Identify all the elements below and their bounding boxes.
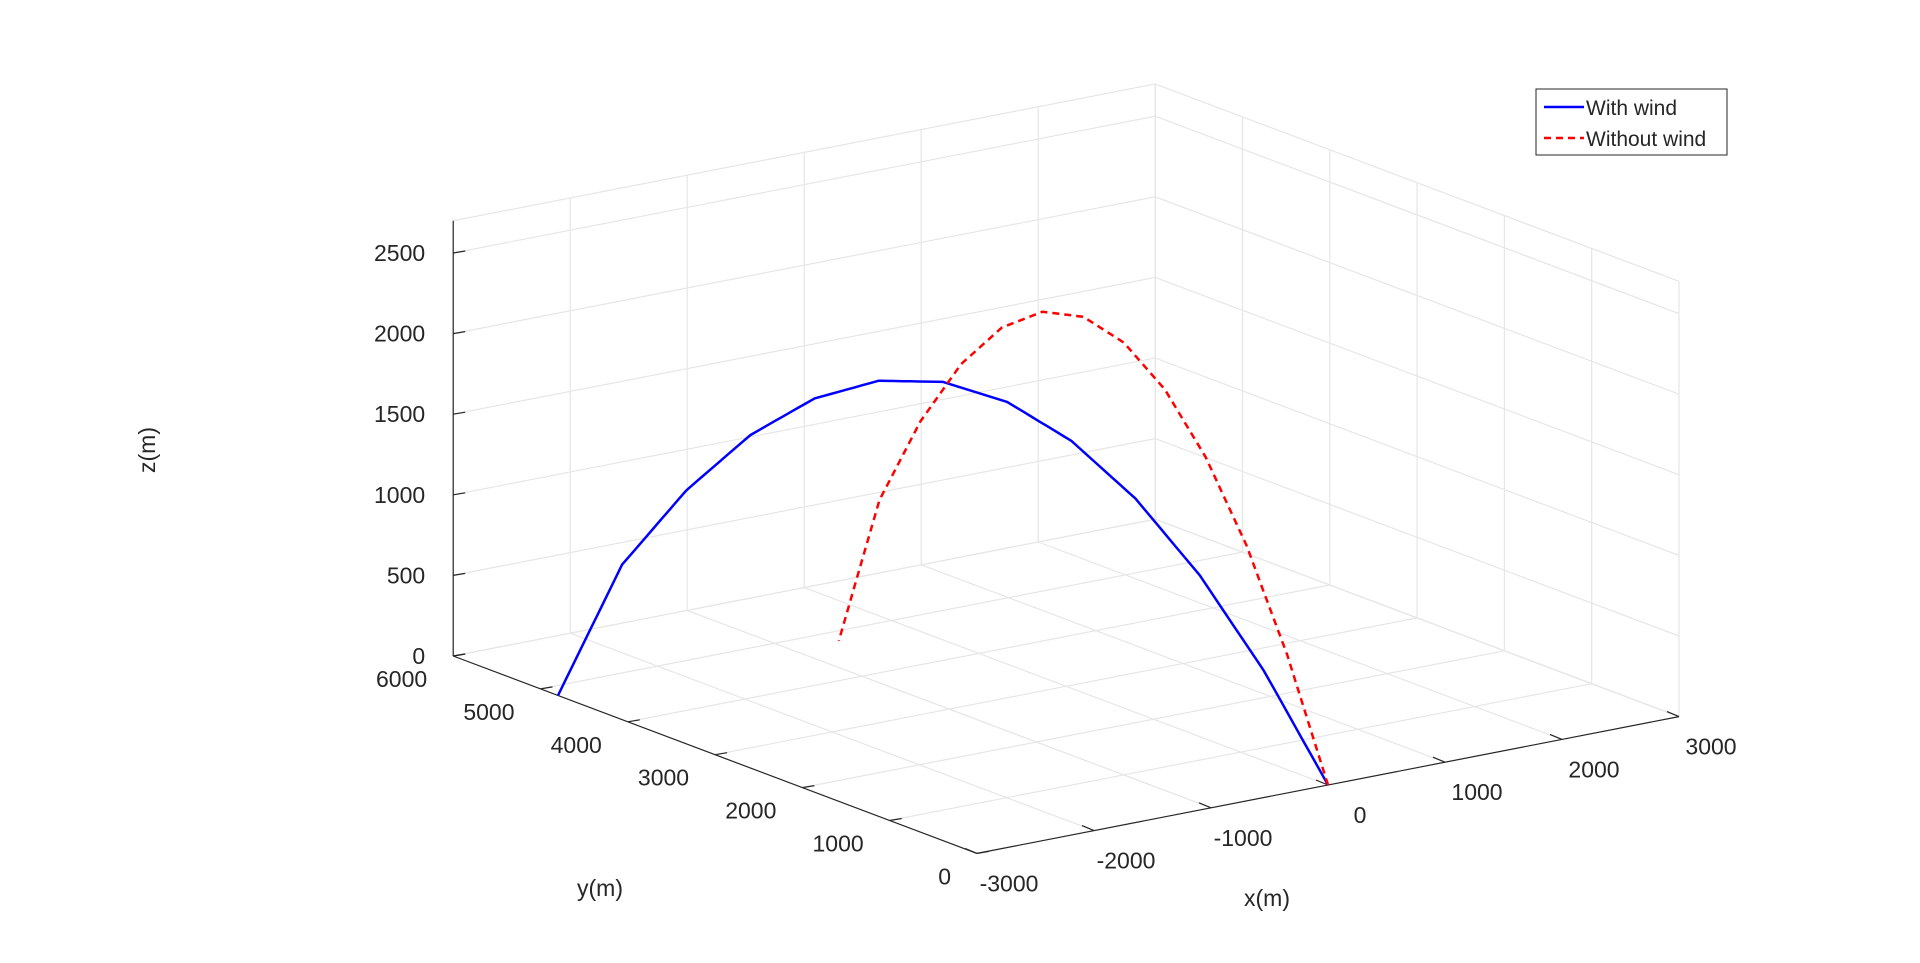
y-tick-mark-0 <box>976 850 990 854</box>
x-tick-label-1: -2000 <box>1097 848 1156 874</box>
z-tick-mark-1 <box>453 572 466 576</box>
x-tick-mark-1 <box>1081 825 1095 832</box>
z-tick-mark-5 <box>453 250 466 254</box>
side-wall-gridline-z-2 <box>1154 357 1680 556</box>
back-wall-gridline-z-0 <box>453 518 1156 657</box>
z-axis-label: z(m) <box>134 427 160 473</box>
x-tick-mark-3 <box>1315 779 1329 786</box>
y-tick-label-6: 6000 <box>376 666 427 692</box>
z-tick-mark-0 <box>453 653 466 657</box>
floor-gridline-y-3 <box>714 617 1418 756</box>
side-wall-gridline-z-4 <box>1154 196 1680 395</box>
back-wall-top-edge <box>453 83 1156 222</box>
side-wall-gridline-z-3 <box>1154 276 1680 476</box>
z-tick-label-5: 2500 <box>374 240 425 266</box>
y-tick-label-0: 0 <box>938 863 951 889</box>
back-wall-gridline-z-1 <box>453 438 1156 576</box>
floor-gridline-y-1 <box>889 683 1592 822</box>
x-tick-mark-5 <box>1549 733 1563 740</box>
grid-layer <box>452 83 1680 854</box>
z-tick-label-0: 0 <box>412 643 425 669</box>
z-tick-mark-2 <box>453 492 466 496</box>
side-wall-gridline-z-5 <box>1154 115 1680 315</box>
z-tick-label-3: 1500 <box>374 401 425 427</box>
legend-label-without-wind: Without wind <box>1586 128 1706 151</box>
y-tick-mark-5 <box>540 686 553 690</box>
x-axis-label: x(m) <box>1244 885 1290 911</box>
y-tick-label-2: 2000 <box>725 798 776 824</box>
tick-labels-layer: -3000 -2000 -1000 0 1000 2000 3000 0 1000 2000 300… <box>374 240 1737 896</box>
side-wall-gridline-z-0 <box>1154 518 1680 718</box>
floor-gridline-y-2 <box>802 650 1505 789</box>
series-layer <box>556 310 1330 786</box>
y-tick-label-5: 5000 <box>463 699 514 725</box>
legend: With wind Without wind <box>1535 88 1728 156</box>
legend-box <box>1535 88 1728 156</box>
x-tick-mark-0 <box>964 847 978 854</box>
y-axis-label: y(m) <box>577 875 623 901</box>
series-line-without-wind <box>837 310 1330 786</box>
z-tick-mark-4 <box>453 331 466 335</box>
x-tick-mark-6 <box>1666 711 1680 718</box>
back-wall-gridline-z-5 <box>453 115 1156 254</box>
x-tick-mark-4 <box>1432 756 1446 763</box>
z-tick-mark-3 <box>453 411 466 415</box>
x-tick-label-5: 2000 <box>1568 756 1619 782</box>
y-tick-mark-2 <box>802 785 815 789</box>
y-tick-label-1: 1000 <box>813 831 864 857</box>
x-tick-label-6: 3000 <box>1685 734 1736 760</box>
x-tick-label-0: -3000 <box>980 870 1039 896</box>
x-tick-label-2: -1000 <box>1214 825 1273 851</box>
y-tick-mark-4 <box>627 719 640 723</box>
y-tick-label-3: 3000 <box>638 765 689 791</box>
z-tick-label-4: 2000 <box>374 321 425 347</box>
back-wall-gridline-z-4 <box>453 196 1156 335</box>
floor-gridline-y-4 <box>627 584 1330 723</box>
x-tick-label-4: 1000 <box>1451 779 1502 805</box>
side-wall-gridline-z-1 <box>1154 438 1680 637</box>
back-wall-gridline-z-2 <box>453 357 1156 496</box>
floor-gridline-y-5 <box>540 551 1243 690</box>
side-wall-top-edge <box>1154 83 1680 282</box>
y-tick-mark-1 <box>889 817 902 822</box>
y-tick-mark-3 <box>715 752 728 756</box>
z-tick-label-2: 1000 <box>374 482 425 508</box>
x-tick-label-3: 0 <box>1354 802 1367 828</box>
back-wall-gridline-z-3 <box>453 276 1156 415</box>
series-line-with-wind <box>556 379 1330 786</box>
x-tick-mark-2 <box>1198 802 1212 809</box>
legend-label-with-wind: With wind <box>1586 97 1677 120</box>
y-tick-label-4: 4000 <box>551 732 602 758</box>
z-tick-label-1: 500 <box>387 562 425 588</box>
